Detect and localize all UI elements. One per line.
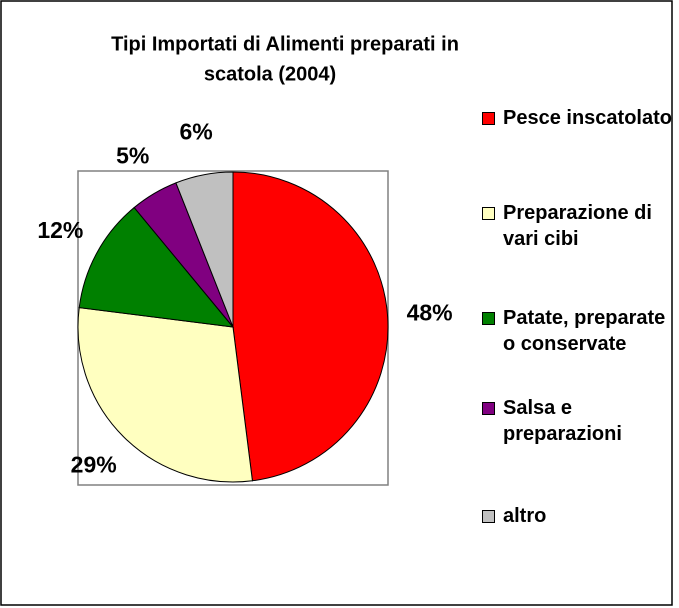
- chart-title: scatola (2004): [204, 63, 336, 85]
- pie-slice: [78, 206, 235, 328]
- legend-label: Preparazione di vari cibi: [503, 202, 652, 250]
- data-label: 48%: [407, 300, 453, 326]
- legend-label: Pesce inscatolato: [503, 107, 672, 129]
- legend-item: Patate, preparate o conservate: [482, 305, 672, 357]
- chart-title: Tipi Importati di Alimenti preparati in: [111, 33, 459, 55]
- data-label: 6%: [179, 119, 212, 145]
- pie-slice: [232, 171, 389, 482]
- legend-label: altro: [503, 505, 547, 527]
- data-label: 5%: [116, 143, 149, 169]
- legend-swatch: [482, 207, 495, 220]
- legend-swatch: [482, 112, 495, 125]
- pie-slice: [77, 307, 253, 483]
- legend-item: Pesce inscatolato: [482, 105, 672, 131]
- data-label: 12%: [37, 217, 83, 243]
- legend-item: Preparazione di vari cibi: [482, 200, 672, 252]
- pie-slice: [175, 171, 234, 328]
- legend-swatch: [482, 402, 495, 415]
- legend-swatch: [482, 510, 495, 523]
- data-label: 29%: [71, 451, 117, 477]
- legend-item: altro: [482, 503, 672, 529]
- legend-label: Patate, preparate o conservate: [503, 307, 666, 355]
- legend-label: Salsa e preparazioni: [503, 397, 622, 445]
- legend-swatch: [482, 312, 495, 325]
- legend-item: Salsa e preparazioni: [482, 395, 672, 447]
